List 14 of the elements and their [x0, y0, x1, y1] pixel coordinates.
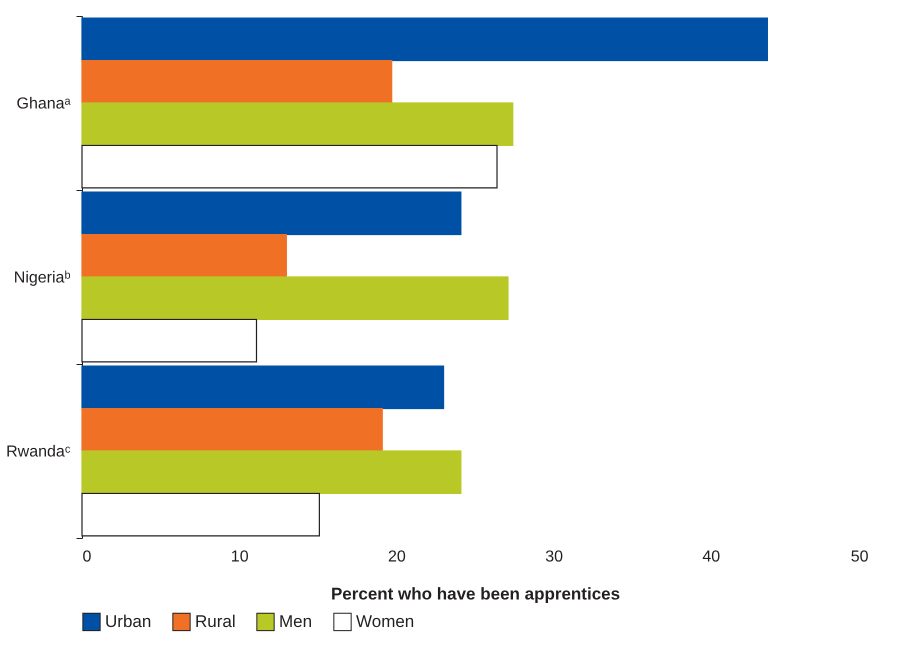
y-tick-label: Ghanaᵃ [16, 96, 72, 112]
x-tick-label: 30 [545, 548, 564, 566]
legend-label: Women [356, 612, 414, 631]
legend-label: Urban [105, 612, 152, 631]
x-axis-title: Percent who have been apprentices [330, 584, 620, 604]
x-tick-label: 40 [702, 548, 720, 566]
x-tick-label: 50 [850, 548, 869, 566]
y-tick-label: Nigeriaᵇ [14, 270, 70, 286]
x-tick-label: 0 [82, 548, 92, 566]
x-tick-label: 10 [230, 548, 249, 566]
legend-label: Rural [195, 612, 236, 631]
x-tick-label: 20 [388, 548, 406, 566]
y-tick-label: Rwandaᶜ [6, 444, 71, 460]
legend-label: Men [279, 612, 312, 631]
